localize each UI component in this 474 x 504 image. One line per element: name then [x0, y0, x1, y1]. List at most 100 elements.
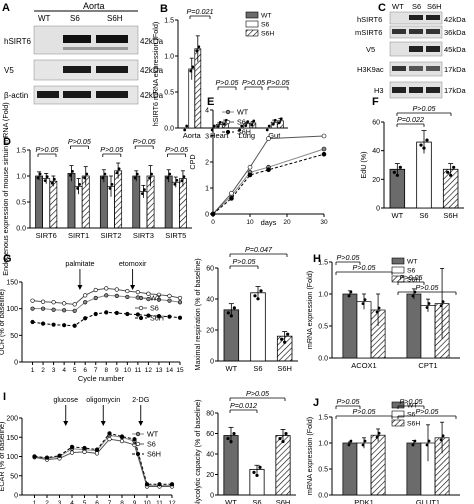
- J-data-point: [425, 443, 429, 447]
- D-p-value: P>0.05: [68, 137, 92, 146]
- H-category-label: CPT1: [418, 361, 437, 370]
- I-point-S6H: [69, 444, 75, 449]
- H-bar-WT: [342, 293, 358, 359]
- I-x-tick-label: 6: [95, 500, 99, 504]
- J-significance: P>0.05: [335, 407, 393, 419]
- G2-category-label: WT: [225, 364, 237, 373]
- B-category-label: Lung: [238, 131, 255, 140]
- B-p-value: P>0.05: [216, 78, 240, 87]
- D-data-point: [78, 183, 81, 186]
- I2-bar-S6H: [275, 435, 291, 496]
- D-bar-S6: [42, 178, 51, 229]
- G-x-tick-label: 12: [145, 367, 153, 374]
- B-legend-swatch: [245, 29, 259, 37]
- I2-y-tick-label: 40: [206, 452, 214, 459]
- B-legend-label: S6: [261, 22, 270, 29]
- B-p-value: P>0.05: [267, 78, 291, 87]
- D-p-value: P>0.05: [133, 137, 157, 146]
- H-bar-S6: [356, 301, 372, 359]
- G-point-S6: [93, 287, 98, 293]
- H-data-point: [361, 302, 365, 306]
- I2-p-value: P>0.05: [246, 389, 270, 398]
- B-data-point: [197, 45, 201, 49]
- J-p-value: P>0.05: [400, 397, 424, 406]
- band-a-actin-wt: [37, 91, 59, 98]
- G-x-tick-label: 13: [155, 367, 163, 374]
- G-point-S6H: [135, 312, 140, 317]
- G-y-label: OCR (% of baseline): [0, 289, 6, 355]
- J-y-tick-label: 0.5: [318, 467, 328, 474]
- G2-data-point: [226, 311, 230, 315]
- I-event-label: oligomycin: [86, 395, 120, 404]
- H-p-value: P>0.05: [337, 253, 361, 262]
- H-y-tick-label: 1.0: [318, 292, 328, 299]
- I-y-tick-label: 50: [10, 473, 18, 480]
- F-p-value: P>0.05: [413, 104, 437, 113]
- H-data-point: [427, 302, 431, 305]
- G2-data-point: [253, 294, 257, 298]
- D-data-point: [182, 175, 186, 179]
- I2-y-tick-label: 60: [206, 431, 214, 438]
- I2-p-value: P=0.012: [230, 401, 257, 410]
- G-point-WT: [72, 308, 77, 313]
- blot-c-kda-v5: 45kDa: [444, 45, 467, 54]
- panel-e-letter: E: [207, 96, 214, 108]
- B-p-value: P>0.05: [242, 78, 266, 87]
- B-data-point: [240, 124, 244, 128]
- F-category-label: WT: [391, 211, 403, 220]
- I-point-S6H: [44, 455, 50, 460]
- B-y-tick-label: 1.5: [164, 18, 174, 25]
- B-category-label: Heart: [210, 131, 229, 140]
- B-category-label: Gut: [268, 131, 281, 140]
- H-legend: WT S6 S6H: [391, 257, 420, 284]
- I2-data-point: [226, 436, 230, 441]
- J-data-point: [361, 443, 365, 447]
- E-y-tick-label: 2: [205, 160, 209, 167]
- D-bar-S6: [171, 181, 180, 229]
- I-x-tick-label: 12: [168, 500, 176, 504]
- F-data-point: [422, 146, 426, 150]
- I2-data-point: [252, 470, 256, 474]
- J-data-point: [413, 439, 417, 443]
- G-legend-label: WT: [150, 294, 162, 303]
- I-x-tick-label: 5: [83, 500, 87, 504]
- panel-c: C WT S6 S6H hSIRT6 42kDa mSIRT6 36kDa V5…: [355, 2, 467, 99]
- B-category-label: Aorta: [183, 131, 202, 140]
- H-p-value: P>0.05: [353, 263, 377, 272]
- G-legend-marker: [138, 315, 144, 321]
- H-data-point: [363, 298, 367, 302]
- F-data-point: [392, 170, 396, 174]
- G-point-WT: [146, 296, 151, 302]
- I-point-S6: [69, 450, 75, 455]
- D-y-tick-label: 1.5: [16, 148, 26, 155]
- I-point-S6H: [157, 482, 162, 487]
- J-p-value: P>0.05: [353, 407, 377, 416]
- D-y-tick-label: 0.5: [16, 200, 26, 207]
- J-bar-S6: [356, 442, 372, 496]
- B-p-value: P=0.021: [187, 7, 214, 16]
- G-point-S6H: [156, 314, 162, 319]
- G-legend-label: S6H: [150, 314, 164, 323]
- D-data-point: [166, 176, 170, 180]
- G-point-WT: [167, 298, 172, 303]
- H-data-point: [347, 294, 351, 298]
- B-legend-swatch: [245, 11, 259, 19]
- J-significance: P>0.05: [397, 397, 425, 409]
- H-p-value: P>0.05: [400, 273, 424, 282]
- I2-category-label: S6: [252, 498, 261, 504]
- D-significance: P>0.05: [165, 145, 189, 157]
- I-event-arrowhead: [100, 421, 106, 426]
- I-legend-label: WT: [147, 430, 159, 439]
- G-x-tick-label: 7: [94, 367, 98, 374]
- I2-data-point: [229, 439, 233, 444]
- E-x-tick-label: 30: [320, 219, 328, 226]
- G-y-tick-label: 0: [14, 360, 18, 367]
- E-y-tick-label: 3: [205, 134, 209, 141]
- J-bar-WT: [342, 442, 358, 496]
- E-x-tick-label: 0: [211, 219, 215, 226]
- band-c-msirt6-s6h: [426, 29, 440, 34]
- I-point-S6: [82, 449, 87, 454]
- G-point-S6: [114, 287, 119, 292]
- E-y-tick-label: 4: [205, 108, 209, 115]
